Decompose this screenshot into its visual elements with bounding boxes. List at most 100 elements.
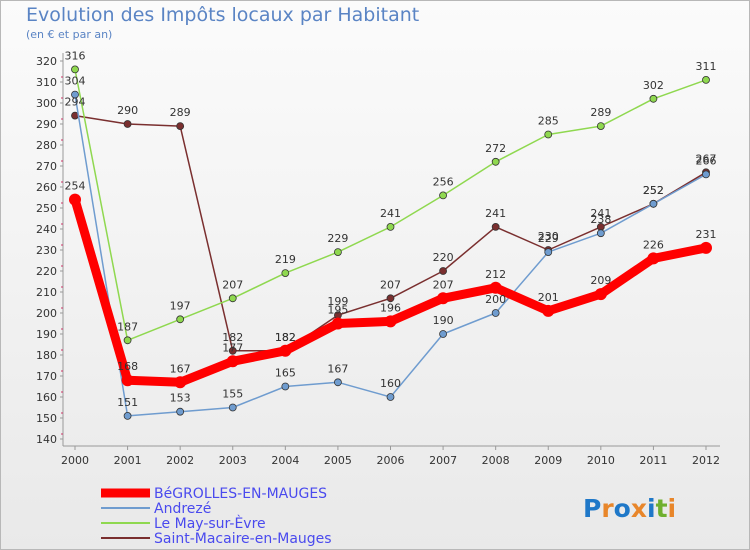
- data-label: 254: [65, 180, 86, 193]
- data-point: [596, 122, 605, 130]
- data-label: 231: [696, 228, 717, 241]
- data-label: 290: [117, 104, 138, 117]
- y-tick-label: 280: [36, 139, 57, 152]
- data-point: [228, 403, 237, 412]
- data-point: [596, 229, 605, 238]
- y-tick-label: 140: [36, 433, 57, 446]
- data-label: 197: [170, 299, 191, 312]
- data-point: [121, 374, 134, 387]
- y-tick-label: 230: [36, 244, 57, 257]
- data-point: [439, 267, 447, 275]
- logo-letter: i: [647, 494, 656, 523]
- data-point: [281, 382, 290, 391]
- data-point: [71, 90, 79, 99]
- data-label: 241: [380, 207, 401, 220]
- legend-label-1: Andrezé: [154, 501, 211, 517]
- y-tick-label: 290: [36, 118, 57, 131]
- data-point: [176, 407, 185, 416]
- logo-letter: o: [614, 494, 631, 523]
- y-tick-label: 150: [36, 412, 57, 425]
- y-tick-label: 160: [36, 391, 57, 404]
- data-label: 190: [433, 314, 454, 327]
- data-label: 182: [275, 331, 296, 344]
- data-label: 294: [65, 96, 86, 109]
- data-label: 272: [485, 142, 506, 155]
- x-tick-label: 2011: [639, 454, 667, 467]
- data-label: 238: [590, 213, 611, 226]
- data-point: [702, 76, 710, 84]
- data-label: 207: [380, 278, 401, 291]
- logo-letter: t: [656, 494, 668, 523]
- data-point: [649, 94, 658, 103]
- x-tick-label: 2005: [324, 454, 352, 467]
- data-label: 182: [275, 331, 296, 344]
- y-tick-label: 170: [36, 370, 57, 383]
- logo-letter: r: [601, 494, 614, 523]
- y-tick-label: 310: [36, 76, 57, 89]
- data-label: 241: [590, 207, 611, 220]
- y-tick-label: 180: [36, 349, 57, 362]
- x-tick-label: 2007: [429, 454, 457, 467]
- data-point: [437, 292, 450, 305]
- data-label: 304: [65, 75, 86, 88]
- data-label: 160: [380, 377, 401, 390]
- data-point: [279, 344, 292, 357]
- data-point: [176, 315, 185, 324]
- data-label: 316: [65, 49, 86, 62]
- data-label: 200: [485, 293, 506, 306]
- data-point: [228, 346, 237, 355]
- data-labels: 294 290 289 182 182 199 207 220 241 230 241 252 267 3…: [65, 49, 717, 408]
- y-tick-label: 240: [36, 223, 57, 236]
- logo-letter: x: [631, 494, 647, 523]
- data-point: [334, 248, 342, 257]
- data-point: [439, 191, 447, 200]
- legend-label-3: Saint-Macaire-en-Mauges: [154, 531, 332, 547]
- chart-subtitle: (en € et par an): [26, 28, 113, 41]
- x-tick-label: 2006: [377, 454, 405, 467]
- data-label: 252: [643, 184, 664, 197]
- y-tick-label: 250: [36, 202, 57, 215]
- x-tick-label: 2000: [61, 454, 89, 467]
- data-label: 177: [222, 341, 243, 354]
- data-label: 267: [696, 152, 717, 165]
- x-tick-label: 2009: [534, 454, 562, 467]
- data-point: [544, 248, 553, 257]
- axes: 140 150 160 170 180 190 200 210 220 230 240 250 260 2…: [36, 53, 720, 467]
- data-label: 219: [275, 253, 296, 266]
- y-tick-label: 270: [36, 160, 57, 173]
- data-label: 195: [327, 304, 348, 317]
- data-label: 229: [538, 232, 559, 245]
- data-label: 182: [222, 331, 243, 344]
- data-point: [71, 65, 79, 74]
- data-label: 167: [327, 362, 348, 375]
- data-point: [489, 281, 502, 294]
- data-label: 201: [538, 291, 559, 304]
- data-label: 212: [485, 268, 506, 281]
- data-point: [542, 304, 555, 317]
- logo-letter: P: [583, 494, 601, 523]
- data-label: 165: [275, 367, 296, 380]
- y-tick-label: 300: [36, 97, 57, 110]
- data-label: 230: [538, 230, 559, 243]
- data-label: 311: [696, 60, 717, 73]
- data-point: [123, 120, 132, 128]
- series-layer: [69, 65, 712, 420]
- data-label: 207: [222, 278, 243, 291]
- x-tick-label: 2003: [219, 454, 247, 467]
- legend-label-0: BéGROLLES-EN-MAUGES: [154, 486, 327, 502]
- x-tick-label: 2012: [692, 454, 720, 467]
- data-label: 207: [433, 278, 454, 291]
- y-tick-label: 210: [36, 286, 57, 299]
- legend-label-2: Le May-sur-Èvre: [154, 515, 266, 532]
- data-label: 229: [327, 232, 348, 245]
- data-label: 285: [538, 115, 559, 128]
- data-point: [69, 193, 81, 206]
- data-label: 187: [117, 320, 138, 333]
- data-point: [331, 317, 344, 330]
- proxiti-logo: Proxiti: [583, 494, 676, 523]
- data-point: [647, 252, 660, 265]
- data-label: 155: [222, 388, 243, 401]
- data-label: 209: [590, 274, 611, 287]
- data-point: [386, 294, 395, 303]
